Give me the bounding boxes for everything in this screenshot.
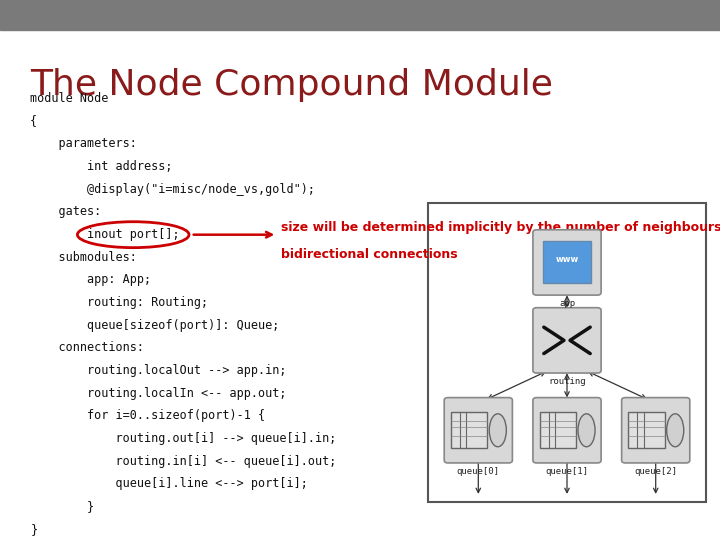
FancyBboxPatch shape — [533, 230, 601, 295]
Text: connections:: connections: — [30, 341, 144, 354]
FancyBboxPatch shape — [444, 397, 513, 463]
Text: parameters:: parameters: — [30, 137, 137, 150]
Text: module Node: module Node — [30, 92, 109, 105]
Bar — [428, 202, 706, 502]
Text: www: www — [555, 255, 579, 264]
Text: queue[0]: queue[0] — [456, 467, 500, 476]
FancyBboxPatch shape — [533, 397, 601, 463]
Bar — [629, 413, 665, 448]
FancyBboxPatch shape — [533, 308, 601, 373]
Text: queue[sizeof(port)]: Queue;: queue[sizeof(port)]: Queue; — [30, 319, 279, 332]
Text: routing.in[i] <-- queue[i].out;: routing.in[i] <-- queue[i].out; — [30, 455, 337, 468]
Text: submodules:: submodules: — [30, 251, 137, 264]
Text: queue[i].line <--> port[i];: queue[i].line <--> port[i]; — [30, 477, 308, 490]
Text: }: } — [30, 523, 37, 536]
Bar — [539, 413, 576, 448]
Text: {: { — [30, 114, 37, 127]
FancyBboxPatch shape — [621, 397, 690, 463]
Text: @display("i=misc/node_vs,gold");: @display("i=misc/node_vs,gold"); — [30, 183, 315, 195]
Text: gates:: gates: — [30, 205, 102, 218]
Text: routing.localOut --> app.in;: routing.localOut --> app.in; — [30, 364, 287, 377]
Text: inout port[];: inout port[]; — [30, 228, 180, 241]
Ellipse shape — [578, 414, 595, 447]
Ellipse shape — [490, 414, 506, 447]
Text: app: app — [559, 299, 575, 308]
Bar — [451, 413, 487, 448]
Text: routing.localIn <-- app.out;: routing.localIn <-- app.out; — [30, 387, 287, 400]
Text: routing: Routing;: routing: Routing; — [30, 296, 208, 309]
Text: routing: routing — [548, 377, 586, 386]
Text: queue[1]: queue[1] — [546, 467, 588, 476]
Text: bidirectional connections: bidirectional connections — [281, 248, 457, 261]
Text: routing.out[i] --> queue[i].in;: routing.out[i] --> queue[i].in; — [30, 432, 337, 445]
Bar — [0, 0, 720, 30]
FancyBboxPatch shape — [543, 241, 591, 284]
Text: }: } — [30, 500, 94, 513]
Text: size will be determined implicitly by the number of neighbours: size will be determined implicitly by th… — [281, 221, 720, 234]
Text: queue[2]: queue[2] — [634, 467, 678, 476]
Ellipse shape — [667, 414, 684, 447]
Text: app: App;: app: App; — [30, 273, 151, 286]
Text: for i=0..sizeof(port)-1 {: for i=0..sizeof(port)-1 { — [30, 409, 266, 422]
Text: The Node Compound Module: The Node Compound Module — [30, 68, 553, 102]
Text: int address;: int address; — [30, 160, 173, 173]
